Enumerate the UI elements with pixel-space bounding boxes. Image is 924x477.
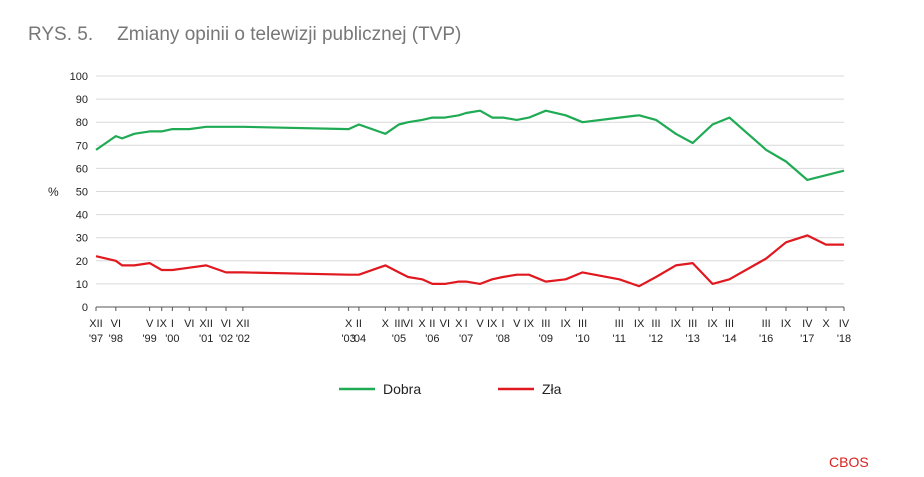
x-tick-month: IX <box>560 318 571 330</box>
x-tick-month: X <box>382 318 390 330</box>
x-tick-month: X <box>345 318 353 330</box>
x-tick-month: XII <box>236 318 249 330</box>
y-tick-label: 0 <box>82 302 88 314</box>
x-tick-year: '01 <box>199 333 213 345</box>
series-line-dobra <box>95 109 845 181</box>
x-tick-year: '11 <box>613 333 627 345</box>
legend-label: Dobra <box>383 381 421 397</box>
x-tick-month: X <box>418 318 426 330</box>
legend: Dobra Zła <box>339 381 562 397</box>
x-tick-year: '04 <box>352 333 366 345</box>
x-tick-month: III <box>578 318 587 330</box>
x-tick-month: VI <box>184 318 194 330</box>
x-tick-month: IX <box>781 318 792 330</box>
x-tick-year: '98 <box>109 333 123 345</box>
y-tick-label: 100 <box>70 71 88 83</box>
x-tick-month: III <box>762 318 771 330</box>
x-tick-year: '02 <box>236 333 250 345</box>
x-tick-year: '06 <box>425 333 439 345</box>
x-tick-year: '12 <box>649 333 663 345</box>
x-tick-year: '03 <box>341 333 355 345</box>
x-tick-month: I <box>171 318 174 330</box>
x-tick-month: IX <box>157 318 168 330</box>
x-tick-year: '05 <box>392 333 406 345</box>
y-axis-ticks: 0 10 20 30 40 50 60 70 80 90 100 <box>70 71 88 314</box>
y-tick-label: 90 <box>76 94 88 106</box>
x-tick-month: III <box>725 318 734 330</box>
title-text: Zmiany opinii o telewizji publicznej (TV… <box>117 24 462 45</box>
x-tick-month: III <box>688 318 697 330</box>
y-tick-label: 50 <box>76 187 88 199</box>
x-tick-month: XII <box>199 318 212 330</box>
y-tick-label: 10 <box>76 279 88 291</box>
x-tick-month: VI <box>403 318 413 330</box>
x-tick-month: II <box>356 318 362 330</box>
x-tick-month: X <box>822 318 830 330</box>
series-lines <box>95 109 845 288</box>
x-tick-month: II <box>429 318 435 330</box>
x-tick-year: '07 <box>459 333 473 345</box>
y-tick-label: 60 <box>76 163 88 175</box>
x-tick-month: V <box>513 318 521 330</box>
x-tick-year: '13 <box>686 333 700 345</box>
x-tick-month: V <box>476 318 484 330</box>
x-tick-month: V <box>146 318 154 330</box>
y-tick-label: 40 <box>76 210 88 222</box>
x-tick-year: '10 <box>575 333 589 345</box>
x-tick-month: III <box>651 318 660 330</box>
figure-label: RYS. 5. <box>28 24 94 45</box>
x-tick-year: '17 <box>800 333 814 345</box>
y-tick-label: 20 <box>76 256 88 268</box>
x-tick-year: '08 <box>496 333 510 345</box>
x-tick-month: IX <box>671 318 682 330</box>
x-tick-month: III <box>541 318 550 330</box>
x-tick-month: IX <box>524 318 535 330</box>
x-tick-month: I <box>501 318 504 330</box>
y-tick-label: 70 <box>76 140 88 152</box>
x-tick-month: VI <box>111 318 121 330</box>
source-label: CBOS <box>829 454 869 470</box>
x-tick-month: IV <box>839 318 850 330</box>
x-tick-month: I <box>465 318 468 330</box>
x-tick-year: '97 <box>89 333 103 345</box>
x-tick-year: '18 <box>837 333 851 345</box>
legend-label: Zła <box>542 381 562 397</box>
x-tick-year: '00 <box>165 333 179 345</box>
series-line-zła <box>95 234 844 288</box>
x-tick-month: IV <box>802 318 813 330</box>
x-tick-month: XII <box>89 318 102 330</box>
x-tick-month: IX <box>707 318 718 330</box>
x-tick-month: IX <box>487 318 498 330</box>
gridlines <box>96 75 844 285</box>
y-tick-label: 80 <box>76 117 88 129</box>
x-tick-month: III <box>615 318 624 330</box>
x-tick-year: '14 <box>722 333 736 345</box>
x-tick-month: III <box>394 318 403 330</box>
x-tick-year: '99 <box>142 333 156 345</box>
x-tick-year: '02 <box>219 333 233 345</box>
y-axis-label: % <box>48 185 59 199</box>
y-tick-label: 30 <box>76 233 88 245</box>
x-tick-month: VI <box>440 318 450 330</box>
chart-title: RYS. 5. Zmiany opinii o telewizji publicz… <box>28 24 461 46</box>
x-tick-month: X <box>455 318 463 330</box>
x-tick-year: '09 <box>539 333 553 345</box>
x-tick-month: VI <box>221 318 231 330</box>
x-tick-month: IX <box>634 318 645 330</box>
x-tick-year: '16 <box>759 333 773 345</box>
